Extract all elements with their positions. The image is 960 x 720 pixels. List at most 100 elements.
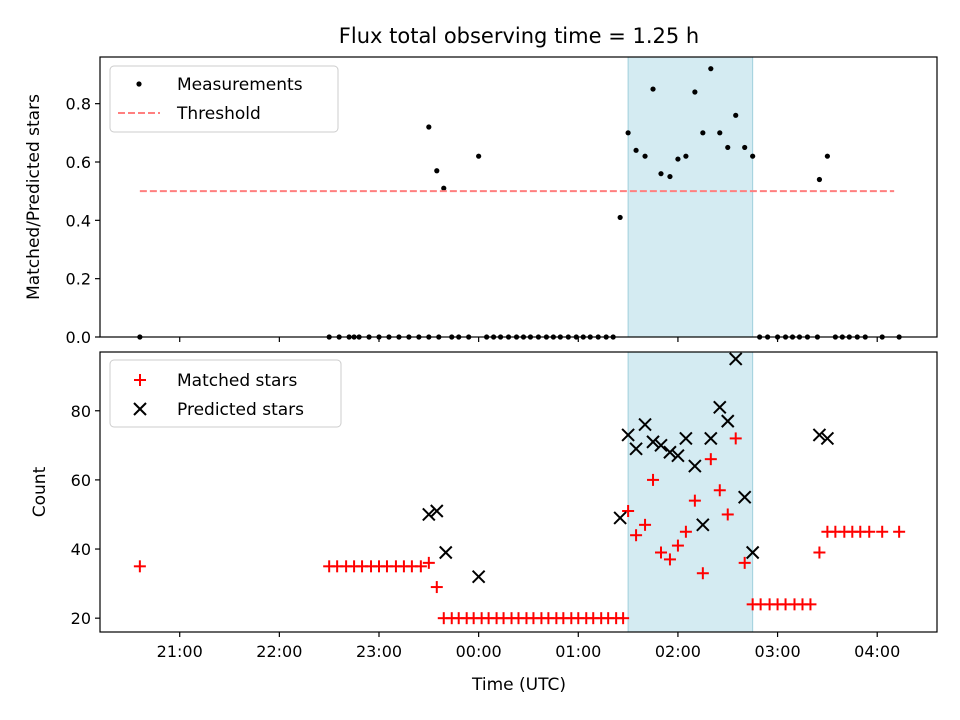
x-tick-label: 01:00 (555, 642, 601, 661)
measurements-point (725, 144, 731, 151)
matched-stars-point (729, 432, 742, 445)
y-tick-label: 0.4 (66, 211, 91, 230)
measurements-point (683, 153, 689, 159)
predicted-stars-point (721, 414, 735, 428)
predicted-stars-point (820, 431, 835, 446)
matched-stars-point (133, 560, 146, 573)
measurements-point (675, 156, 681, 162)
y-tick-label: 0.6 (66, 153, 91, 172)
predicted-stars-point (696, 518, 710, 532)
bottom-panel-highlight-span (627, 351, 754, 633)
bottom-panel-frame (99, 351, 938, 633)
x-axis-label: Time (UTC) (471, 675, 566, 695)
legend-measurements-marker (136, 81, 142, 87)
y-tick-label: 80 (71, 402, 91, 421)
matched-stars-point (804, 598, 817, 611)
predicted-stars-point (654, 438, 668, 453)
x-tick-label: 23:00 (356, 642, 402, 661)
top-panel-legend-box (109, 65, 339, 133)
predicted-stars-point (621, 428, 635, 442)
measurements-point (824, 153, 830, 159)
predicted-stars-point (422, 507, 436, 522)
measurements-point (717, 130, 723, 136)
matched-stars-point (696, 567, 709, 580)
predicted-stars-point (737, 490, 752, 504)
top-panel-y-ticks: 0.0 0.2 0.4 0.6 0.8 (66, 95, 100, 347)
measurements-point (692, 89, 698, 95)
matched-stars-point (679, 525, 692, 538)
x-tick-label: 22:00 (256, 642, 302, 661)
measurements-point (633, 147, 639, 153)
bottom-panel-legend-box (109, 359, 342, 428)
legend-predicted-marker (133, 402, 147, 416)
x-tick-label: 21:00 (157, 642, 203, 661)
matched-stars-point (863, 525, 876, 538)
predicted-stars-point (471, 569, 486, 584)
matched-stars-point (713, 484, 726, 497)
measurements-point (733, 112, 739, 118)
bottom-panel-y-ticks: 20 40 60 80 (71, 402, 100, 628)
predicted-stars-point (729, 352, 743, 366)
x-tick-label: 04:00 (854, 642, 900, 661)
top-panel-y-label: Matched/Predicted stars (24, 94, 44, 300)
matched-stars-point (876, 525, 889, 538)
measurements-point (667, 173, 673, 180)
bottom-panel-legend: Matched stars Predicted stars (109, 359, 342, 428)
y-tick-label: 0.0 (66, 328, 91, 347)
matched-stars-point (688, 494, 701, 507)
matched-stars-point (422, 556, 435, 569)
measurements-point (708, 66, 714, 72)
x-tick-label: 00:00 (456, 642, 502, 661)
measurements-point (441, 185, 447, 191)
predicted-stars-point (646, 435, 660, 449)
predicted-stars-point (430, 504, 444, 518)
predicted-stars-point (812, 428, 827, 442)
bottom-panel: 20 40 60 80 21:00 22:00 23:00 00:00 01:00 02:00 0… (30, 351, 938, 661)
top-panel-frame (99, 56, 938, 338)
measurements-point (434, 168, 440, 174)
measurements-point (650, 86, 656, 92)
predicted-stars-point (704, 431, 718, 446)
measurements-point (750, 153, 756, 159)
predicted-stars-point (745, 545, 760, 560)
chart-title: Flux total observing time = 1.25 h (339, 24, 699, 48)
bottom-panel-x-ticks: 21:00 22:00 23:00 00:00 01:00 02:00 03:00 04:00 (157, 632, 900, 661)
matched-stars-point (654, 546, 667, 559)
predicted-stars-point (629, 442, 643, 456)
matched-stars-point (630, 529, 643, 542)
legend-matched-marker (134, 374, 146, 386)
legend-threshold-label: Threshold (176, 104, 261, 124)
y-tick-label: 20 (71, 609, 91, 628)
measurements-point (700, 130, 706, 136)
matched-stars-point (430, 581, 443, 594)
predicted-stars-point (679, 431, 693, 446)
measurements-point (658, 171, 664, 177)
matched-stars-point (639, 518, 652, 531)
predicted-stars-point (663, 445, 677, 459)
measurements-point (816, 176, 823, 183)
measurements-point (642, 153, 648, 159)
matched-stars-point (813, 546, 826, 559)
matched-stars-point (617, 612, 630, 625)
predicted-stars-point (613, 511, 627, 525)
matched-stars-point (671, 539, 684, 552)
bottom-panel-series (133, 352, 906, 625)
measurements-point (625, 130, 631, 136)
measurements-point (426, 124, 432, 130)
x-tick-label: 03:00 (755, 642, 801, 661)
y-tick-label: 60 (71, 471, 91, 490)
legend-measurements-label: Measurements (177, 75, 303, 95)
matched-stars-point (663, 553, 676, 566)
predicted-stars-point (671, 448, 685, 463)
predicted-stars-point (688, 459, 702, 473)
top-panel: 0.00.20.40.60.8 Matched/Predicted stars … (24, 56, 938, 347)
matched-stars-point (721, 508, 734, 521)
legend-predicted-label: Predicted stars (177, 400, 304, 420)
matched-stars-point (893, 525, 906, 538)
matched-stars-point (738, 556, 751, 569)
y-tick-label: 40 (71, 540, 91, 559)
top-panel-highlight-span (627, 56, 754, 338)
matched-stars-point (704, 453, 717, 466)
predicted-stars-point (439, 545, 453, 560)
